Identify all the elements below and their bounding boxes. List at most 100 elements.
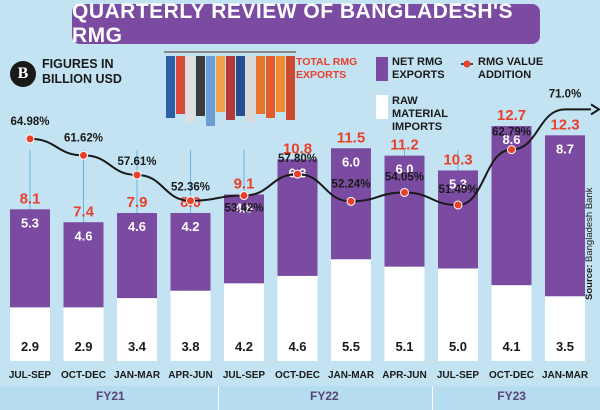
total-value-label: 10.8 bbox=[283, 140, 312, 157]
x-tick-label: JAN-MAR bbox=[328, 370, 375, 381]
value-addition-point bbox=[25, 134, 35, 144]
value-addition-point bbox=[239, 191, 249, 201]
net-value-label: 4.8 bbox=[235, 201, 253, 216]
value-addition-label: 53.42% bbox=[224, 203, 263, 215]
bar-raw-material bbox=[170, 290, 211, 361]
bar-net-export bbox=[277, 159, 318, 276]
value-addition-label: 62.79% bbox=[492, 127, 531, 139]
source-note: Source: Bangladesh Bank bbox=[584, 188, 595, 301]
legend-total-label: TOTAL RMG EXPORTS bbox=[296, 56, 358, 81]
bar-raw-material bbox=[384, 266, 425, 361]
value-addition-label: 71.0% bbox=[549, 88, 582, 100]
value-addition-point bbox=[293, 169, 302, 179]
bar-net-export bbox=[545, 135, 585, 297]
legend-raw-label: RAW MATERIAL IMPORTS bbox=[392, 95, 448, 133]
net-value-label: 5.3 bbox=[21, 215, 39, 230]
net-value-label: 8.7 bbox=[556, 141, 574, 156]
value-addition-point bbox=[79, 150, 88, 160]
total-value-label: 11.5 bbox=[337, 129, 365, 146]
source-label: Source: bbox=[584, 264, 595, 300]
bar-raw-material bbox=[491, 285, 532, 361]
raw-value-label: 5.5 bbox=[342, 339, 360, 354]
fiscal-year-band bbox=[0, 386, 600, 410]
fiscal-year-label: FY22 bbox=[310, 389, 339, 403]
raw-value-label: 5.0 bbox=[449, 339, 467, 354]
value-addition-point bbox=[132, 170, 142, 180]
fiscal-year-label: FY23 bbox=[497, 389, 526, 403]
bar-raw-material bbox=[117, 298, 157, 361]
units-note: FIGURES IN BILLION USD bbox=[42, 57, 122, 86]
page-title: QUARTERLY REVIEW OF BANGLADESH'S RMG bbox=[72, 0, 540, 47]
x-tick-label: JUL-SEP bbox=[223, 370, 266, 381]
fiscal-year-label: FY21 bbox=[96, 389, 125, 403]
raw-value-label: 2.9 bbox=[21, 339, 39, 354]
bar-net-export bbox=[438, 170, 478, 269]
legend-net-swatch bbox=[376, 57, 388, 81]
total-value-label: 12.7 bbox=[497, 107, 526, 124]
value-addition-point bbox=[400, 187, 409, 197]
bar-raw-material bbox=[331, 259, 371, 361]
total-value-label: 8.1 bbox=[20, 190, 41, 207]
fiscal-year-divider bbox=[218, 386, 219, 410]
total-value-label: 12.3 bbox=[550, 116, 579, 133]
value-addition-label: 54.05% bbox=[385, 171, 424, 183]
total-value-label: 10.3 bbox=[443, 151, 472, 168]
net-value-label: 4.6 bbox=[74, 228, 92, 243]
x-tick-label: JUL-SEP bbox=[437, 370, 480, 381]
value-addition-label: 61.62% bbox=[64, 132, 103, 144]
net-value-label: 6.0 bbox=[342, 154, 360, 169]
net-value-label: 5.3 bbox=[449, 176, 467, 191]
x-tick-label: APR-JUN bbox=[382, 370, 426, 381]
total-value-label: 11.2 bbox=[390, 137, 418, 154]
net-value-label: 8.6 bbox=[502, 132, 520, 147]
x-tick-label: OCT-DEC bbox=[489, 370, 534, 381]
x-tick-label: OCT-DEC bbox=[61, 370, 106, 381]
value-addition-point bbox=[507, 145, 516, 155]
value-addition-point bbox=[346, 196, 356, 206]
net-value-label: 4.2 bbox=[181, 219, 199, 234]
bar-raw-material bbox=[545, 296, 585, 361]
value-addition-label: 64.98% bbox=[10, 116, 49, 128]
bar-raw-material bbox=[438, 268, 478, 361]
legend-net-label: NET RMG EXPORTS bbox=[392, 56, 445, 81]
legend-value-addition-dot bbox=[461, 60, 473, 68]
legend-raw-swatch bbox=[376, 95, 388, 119]
bar-net-export bbox=[117, 213, 157, 299]
bar-net-export bbox=[384, 155, 425, 267]
bar-raw-material bbox=[10, 307, 50, 361]
bar-net-export bbox=[63, 222, 104, 308]
raw-value-label: 4.1 bbox=[502, 339, 520, 354]
raw-value-label: 4.6 bbox=[288, 339, 306, 354]
fiscal-year-divider bbox=[432, 386, 433, 410]
x-tick-label: JAN-MAR bbox=[114, 370, 161, 381]
bar-net-export bbox=[10, 209, 50, 308]
net-value-label: 4.6 bbox=[128, 219, 146, 234]
value-addition-label: 51.49% bbox=[438, 184, 477, 196]
value-addition-label: 57.61% bbox=[117, 156, 156, 168]
value-addition-label: 52.24% bbox=[331, 178, 370, 190]
line-arrow-icon bbox=[590, 103, 600, 116]
legend-value-addition-label: RMG VALUE ADDITION bbox=[478, 56, 544, 81]
raw-value-label: 3.8 bbox=[181, 339, 199, 354]
bar-net-export bbox=[170, 213, 211, 291]
raw-value-label: 3.4 bbox=[128, 339, 147, 354]
value-addition-point bbox=[186, 196, 195, 206]
bar-raw-material bbox=[277, 275, 318, 361]
x-tick-label: OCT-DEC bbox=[275, 370, 320, 381]
bar-raw-material bbox=[224, 283, 264, 361]
x-tick-label: APR-JUN bbox=[168, 370, 212, 381]
total-value-label: 9.1 bbox=[234, 176, 255, 193]
value-addition-label: 57.80% bbox=[278, 153, 317, 165]
total-value-label: 7.4 bbox=[73, 203, 95, 220]
x-tick-label: JUL-SEP bbox=[9, 370, 52, 381]
raw-value-label: 4.2 bbox=[235, 339, 253, 354]
source-name: Bangladesh Bank bbox=[584, 187, 595, 262]
raw-value-label: 3.5 bbox=[556, 339, 574, 354]
logo-icon: B bbox=[10, 61, 36, 87]
net-value-label: 6.0 bbox=[395, 162, 413, 177]
bar-raw-material bbox=[63, 307, 104, 361]
raw-value-label: 5.1 bbox=[395, 339, 413, 354]
raw-value-label: 2.9 bbox=[74, 339, 92, 354]
